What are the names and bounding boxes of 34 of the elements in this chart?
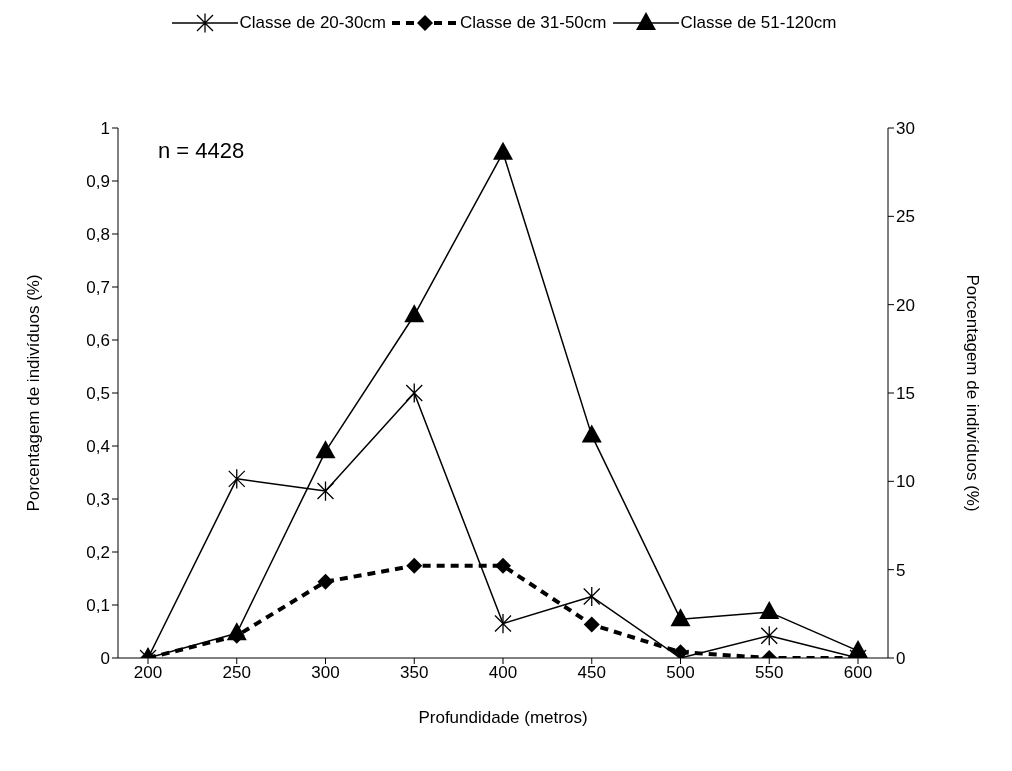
y2-tick-label: 15 bbox=[896, 384, 915, 404]
y2-tick-label: 20 bbox=[896, 295, 915, 315]
y2-tick-label: 30 bbox=[896, 119, 915, 139]
y-tick-label: 0,6 bbox=[86, 331, 110, 351]
y2-tick-label: 10 bbox=[896, 472, 915, 492]
x-tick-label: 200 bbox=[133, 663, 163, 683]
y-tick-label: 0,5 bbox=[86, 384, 110, 404]
annotation: n = 4428 bbox=[158, 138, 245, 164]
x-tick-label: 400 bbox=[488, 663, 518, 683]
x-tick-label: 550 bbox=[755, 663, 784, 683]
x-tick-label: 500 bbox=[666, 663, 695, 683]
y2-axis-title: Porcentagem de indivíduos (%) bbox=[962, 274, 982, 512]
x-tick-label: 600 bbox=[843, 663, 873, 683]
y-tick-label: 0,8 bbox=[86, 225, 110, 245]
legend-label: Classe de 51-120cm bbox=[680, 13, 837, 33]
y2-tick-label: 5 bbox=[896, 560, 906, 580]
y-tick-label: 0,2 bbox=[86, 543, 110, 563]
x-tick-label: 300 bbox=[311, 663, 340, 683]
legend-label: Classe de 20-30cm bbox=[239, 13, 387, 33]
y-tick-label: 0,3 bbox=[86, 490, 110, 510]
y-tick-label: 0,9 bbox=[86, 172, 110, 192]
y-tick-label: 0,4 bbox=[86, 437, 110, 457]
x-axis-title: Profundidade (metros) bbox=[418, 708, 588, 727]
y-axis-title: Porcentagem de indivíduos (%) bbox=[24, 274, 44, 512]
legend-label: Classe de 31-50cm bbox=[460, 13, 607, 33]
x-tick-label: 350 bbox=[400, 663, 429, 683]
y2-tick-label: 0 bbox=[896, 649, 906, 669]
y-tick-label: 1 bbox=[100, 119, 110, 139]
y2-tick-label: 25 bbox=[896, 207, 915, 227]
y-tick-label: 0 bbox=[100, 649, 110, 669]
y-tick-label: 0,7 bbox=[86, 278, 110, 298]
x-tick-label: 450 bbox=[577, 663, 606, 683]
x-tick-label: 250 bbox=[222, 663, 251, 683]
y-tick-label: 0,1 bbox=[86, 596, 110, 616]
